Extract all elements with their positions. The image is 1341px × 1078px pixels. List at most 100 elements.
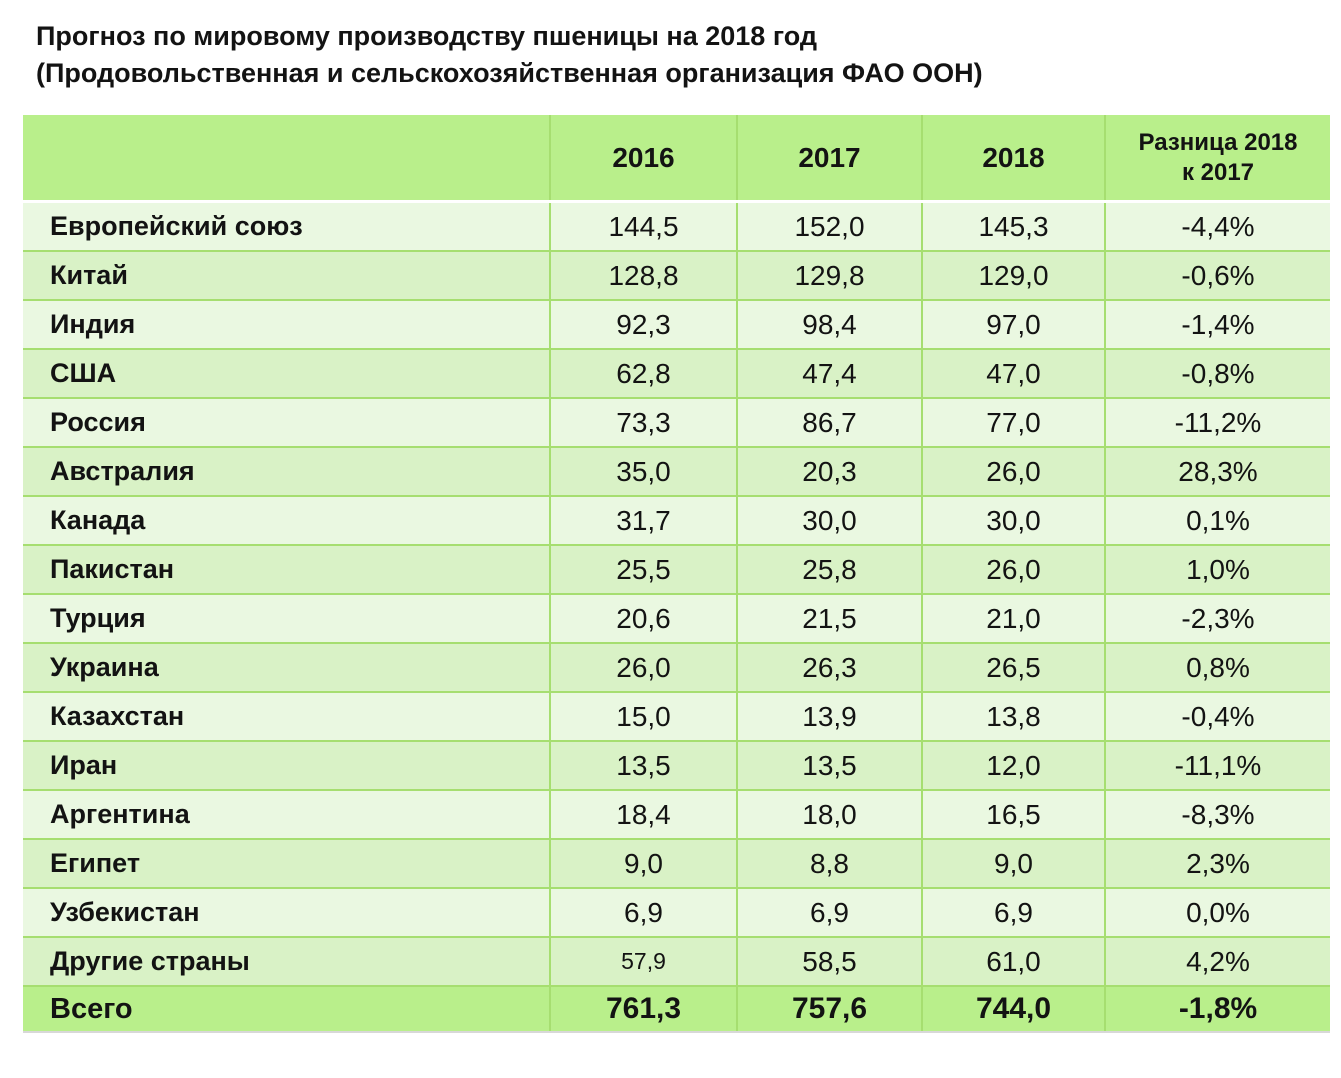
value-diff: 28,3% <box>1104 446 1330 496</box>
value-2017: 152,0 <box>736 201 922 251</box>
value-2016: 35,0 <box>549 446 737 496</box>
table-row: Казахстан 15,0 13,9 13,8 -0,4% <box>23 691 1330 741</box>
table-row: Россия 73,3 86,7 77,0 -11,2% <box>23 397 1330 447</box>
title-line-2: (Продовольственная и сельскохозяйственна… <box>36 58 983 88</box>
value-2016: 26,0 <box>549 642 737 692</box>
country-name: США <box>23 348 550 398</box>
country-name: Украина <box>23 642 550 692</box>
table-header: 2016 2017 2018 Разница 2018 к 2017 <box>23 115 1330 203</box>
value-diff: -0,8% <box>1104 348 1330 398</box>
table-row: Пакистан 25,5 25,8 26,0 1,0% <box>23 544 1330 594</box>
value-2018: 61,0 <box>921 936 1105 986</box>
value-diff: -4,4% <box>1104 201 1330 251</box>
value-2017: 98,4 <box>736 299 922 349</box>
header-2017: 2017 <box>736 115 922 203</box>
table-row: Китай 128,8 129,8 129,0 -0,6% <box>23 250 1330 300</box>
country-name: Пакистан <box>23 544 550 594</box>
value-2017: 20,3 <box>736 446 922 496</box>
table-row: Египет 9,0 8,8 9,0 2,3% <box>23 838 1330 888</box>
value-2017: 6,9 <box>736 887 922 937</box>
header-2018: 2018 <box>921 115 1105 203</box>
value-2017: 86,7 <box>736 397 922 447</box>
value-2016: 92,3 <box>549 299 737 349</box>
value-2016: 73,3 <box>549 397 737 447</box>
country-name: Другие страны <box>23 936 550 986</box>
value-diff: 2,3% <box>1104 838 1330 888</box>
value-2018: 26,0 <box>921 446 1105 496</box>
value-2018: 16,5 <box>921 789 1105 839</box>
value-diff: -1,4% <box>1104 299 1330 349</box>
country-name: Аргентина <box>23 789 550 839</box>
value-2017: 25,8 <box>736 544 922 594</box>
value-2017: 26,3 <box>736 642 922 692</box>
country-name: Иран <box>23 740 550 790</box>
value-2017: 30,0 <box>736 495 922 545</box>
value-2017: 13,5 <box>736 740 922 790</box>
value-2018: 13,8 <box>921 691 1105 741</box>
value-2018: 97,0 <box>921 299 1105 349</box>
country-name: Турция <box>23 593 550 643</box>
value-2018: 145,3 <box>921 201 1105 251</box>
value-2017: 21,5 <box>736 593 922 643</box>
value-2016: 15,0 <box>549 691 737 741</box>
table-row: Австралия 35,0 20,3 26,0 28,3% <box>23 446 1330 496</box>
wheat-production-table: 2016 2017 2018 Разница 2018 к 2017 Европ… <box>23 115 1330 1033</box>
value-2016: 31,7 <box>549 495 737 545</box>
value-2018: 30,0 <box>921 495 1105 545</box>
country-name: Индия <box>23 299 550 349</box>
total-label: Всего <box>23 985 550 1033</box>
value-2018: 6,9 <box>921 887 1105 937</box>
table-row: Другие страны 57,9 58,5 61,0 4,2% <box>23 936 1330 986</box>
value-2017: 13,9 <box>736 691 922 741</box>
value-2017: 58,5 <box>736 936 922 986</box>
value-diff: 1,0% <box>1104 544 1330 594</box>
value-2017: 47,4 <box>736 348 922 398</box>
value-diff: -11,2% <box>1104 397 1330 447</box>
value-2016: 62,8 <box>549 348 737 398</box>
value-2016: 9,0 <box>549 838 737 888</box>
value-2017: 8,8 <box>736 838 922 888</box>
value-2018: 21,0 <box>921 593 1105 643</box>
value-diff: -0,6% <box>1104 250 1330 300</box>
value-2017: 18,0 <box>736 789 922 839</box>
total-row: Всего 761,3 757,6 744,0 -1,8% <box>23 985 1330 1033</box>
value-diff: 0,1% <box>1104 495 1330 545</box>
value-2018: 47,0 <box>921 348 1105 398</box>
country-name: Австралия <box>23 446 550 496</box>
table-row: США 62,8 47,4 47,0 -0,8% <box>23 348 1330 398</box>
value-diff: -0,4% <box>1104 691 1330 741</box>
table-row: Украина 26,0 26,3 26,5 0,8% <box>23 642 1330 692</box>
header-diff: Разница 2018 к 2017 <box>1104 115 1330 203</box>
value-2018: 129,0 <box>921 250 1105 300</box>
title-line-1: Прогноз по мировому производству пшеницы… <box>36 21 817 51</box>
value-2016: 13,5 <box>549 740 737 790</box>
value-2016: 25,5 <box>549 544 737 594</box>
total-2016: 761,3 <box>549 985 737 1033</box>
table-row: Турция 20,6 21,5 21,0 -2,3% <box>23 593 1330 643</box>
header-2016: 2016 <box>549 115 737 203</box>
value-2017: 129,8 <box>736 250 922 300</box>
value-2016: 144,5 <box>549 201 737 251</box>
header-country-cell <box>23 115 550 203</box>
total-2017: 757,6 <box>736 985 922 1033</box>
value-2018: 77,0 <box>921 397 1105 447</box>
country-name: Россия <box>23 397 550 447</box>
value-2016: 18,4 <box>549 789 737 839</box>
value-2016: 57,9 <box>549 936 737 986</box>
header-diff-line-1: Разница 2018 <box>1138 128 1298 156</box>
value-2018: 26,0 <box>921 544 1105 594</box>
table-row: Аргентина 18,4 18,0 16,5 -8,3% <box>23 789 1330 839</box>
table-footer: Всего 761,3 757,6 744,0 -1,8% <box>23 985 1330 1033</box>
value-diff: 4,2% <box>1104 936 1330 986</box>
header-diff-line-2: к 2017 <box>1181 158 1255 186</box>
value-2016: 128,8 <box>549 250 737 300</box>
page-title: Прогноз по мировому производству пшеницы… <box>36 18 983 92</box>
country-name: Казахстан <box>23 691 550 741</box>
value-diff: -11,1% <box>1104 740 1330 790</box>
value-2016: 6,9 <box>549 887 737 937</box>
country-name: Европейский союз <box>23 201 550 251</box>
value-2018: 12,0 <box>921 740 1105 790</box>
value-2018: 9,0 <box>921 838 1105 888</box>
header-row: 2016 2017 2018 Разница 2018 к 2017 <box>23 115 1330 203</box>
total-2018: 744,0 <box>921 985 1105 1033</box>
